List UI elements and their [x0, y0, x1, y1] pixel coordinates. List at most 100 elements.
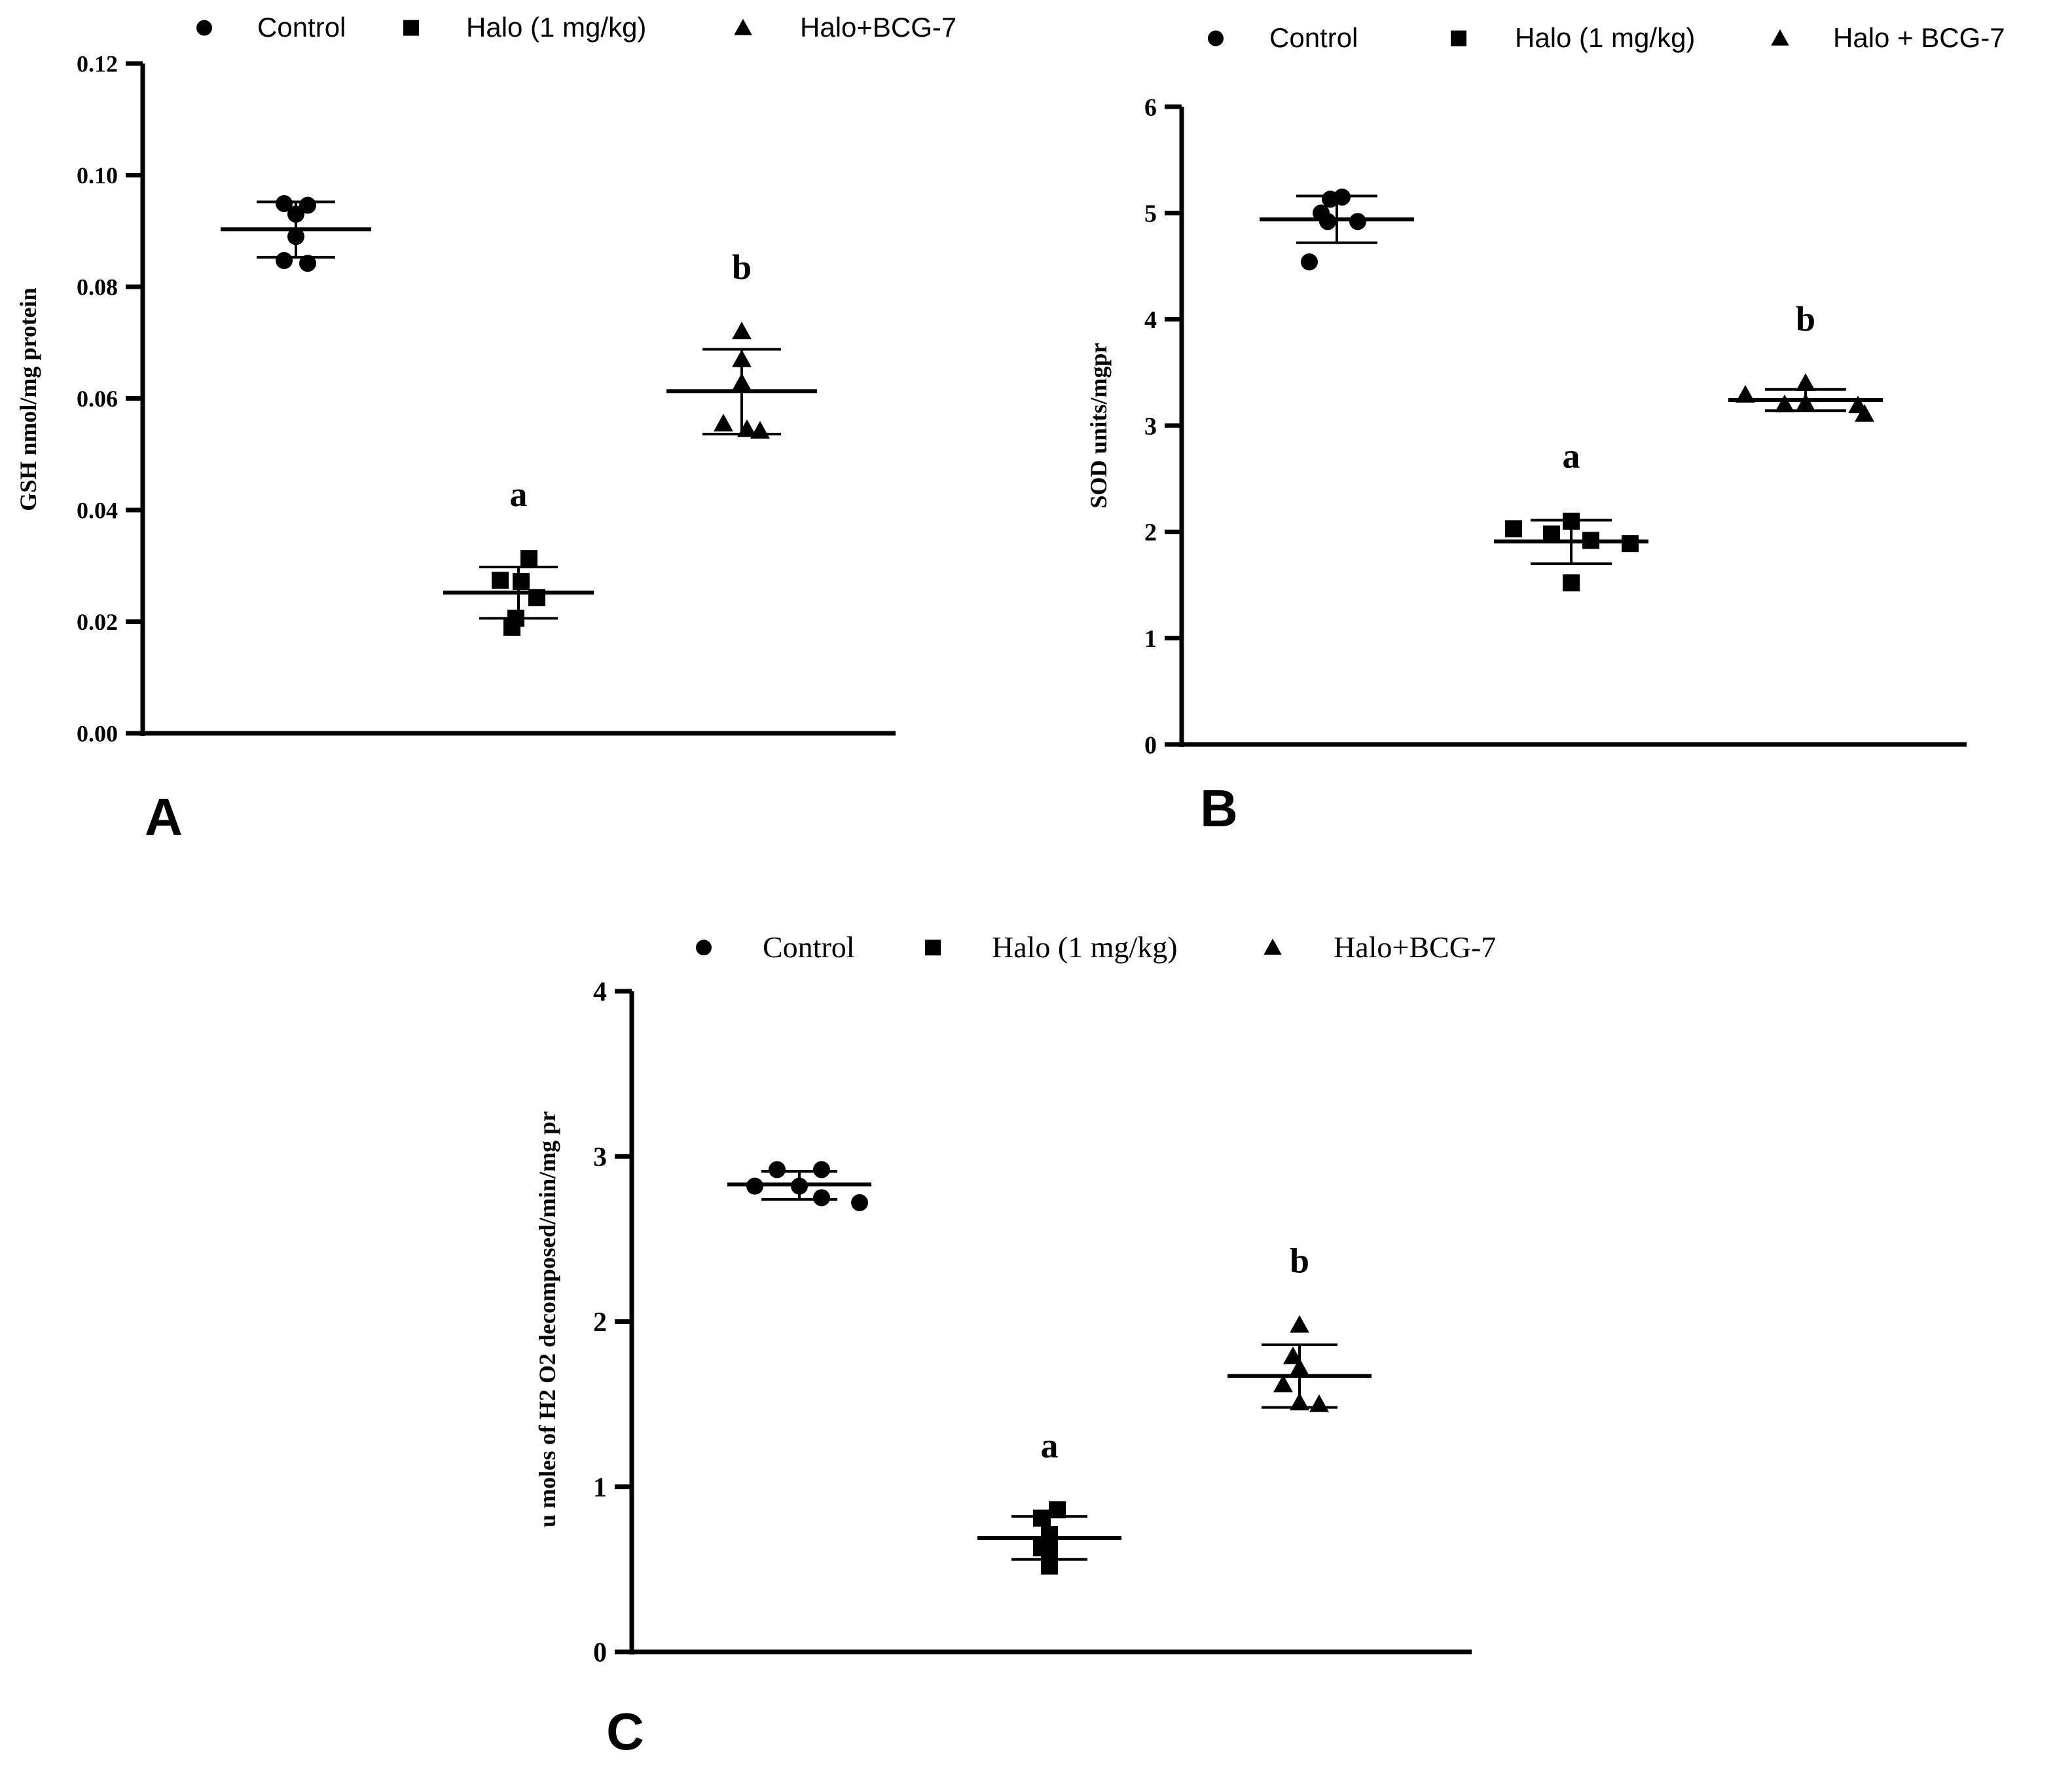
y-axis-title: SOD units/mgpr — [1085, 342, 1112, 508]
data-point — [276, 194, 293, 212]
data-point — [732, 349, 752, 367]
significance-label: b — [732, 247, 752, 287]
series-circle — [1260, 188, 1414, 271]
y-tick-label: 5 — [1144, 200, 1157, 228]
y-tick-label: 3 — [593, 1143, 607, 1173]
y-tick-label: 0.04 — [77, 498, 118, 524]
legend-marker-circle — [696, 940, 712, 956]
legend-marker-triangle — [1264, 938, 1282, 955]
y-tick-label: 0 — [593, 1638, 607, 1668]
data-point — [1290, 1358, 1309, 1376]
legend-marker-square — [925, 940, 941, 956]
data-point — [1349, 213, 1366, 230]
chart-panel-a: 0.00 0.02 0.04 0.06 0.08 0.10 0.12 GSH nmol/mg … — [15, 12, 956, 846]
series-square: a — [977, 1426, 1121, 1575]
data-point — [1309, 1394, 1329, 1412]
data-point — [1033, 1509, 1050, 1527]
data-point — [1319, 213, 1336, 230]
y-tick-label: 0.08 — [77, 274, 118, 301]
legend-label: Halo (1 mg/kg) — [466, 12, 646, 43]
data-point — [513, 573, 530, 591]
data-point — [714, 413, 733, 431]
data-point — [851, 1194, 868, 1211]
data-point — [287, 228, 304, 246]
chart-panel-c: 0 1 2 3 4 u moles of H2 O2 decomposed/min/mg … — [534, 930, 1496, 1761]
legend-marker-circle — [196, 20, 212, 36]
legend-label: Halo + BCG-7 — [1833, 22, 2005, 53]
legend-label: Halo+BCG-7 — [1334, 930, 1496, 964]
data-point — [1622, 535, 1639, 553]
data-point — [1796, 373, 1815, 392]
panel-label: B — [1200, 779, 1238, 837]
data-point — [503, 619, 520, 636]
data-point — [1301, 253, 1318, 271]
series-triangle: b — [1228, 1241, 1372, 1412]
data-point — [299, 196, 316, 214]
data-point — [1736, 384, 1755, 403]
data-point — [492, 572, 509, 589]
y-tick-label: 4 — [593, 978, 607, 1008]
data-point — [1775, 394, 1794, 412]
data-point — [750, 420, 770, 439]
data-point — [1273, 1374, 1293, 1393]
significance-label: a — [1041, 1426, 1059, 1465]
data-point — [1563, 574, 1580, 592]
panel-label: A — [145, 788, 183, 846]
data-point — [287, 206, 304, 223]
panel-label: C — [606, 1702, 644, 1761]
y-tick-label: 0.00 — [77, 721, 118, 747]
data-point — [737, 419, 757, 437]
data-point — [276, 251, 293, 269]
series-triangle: b — [666, 247, 817, 439]
y-tick-label: 0.10 — [77, 162, 118, 189]
y-tick-label: 0.06 — [77, 386, 118, 412]
y-axis-title: GSH nmol/mg protein — [15, 287, 41, 511]
legend-label: Halo+BCG-7 — [800, 12, 956, 43]
data-point — [791, 1177, 808, 1195]
y-tick-label: 1 — [1144, 625, 1157, 653]
data-point — [1796, 393, 1815, 411]
y-tick-label: 4 — [1144, 306, 1157, 334]
y-tick-label: 1 — [593, 1472, 607, 1503]
legend-marker-triangle — [734, 18, 752, 35]
significance-label: b — [1796, 299, 1815, 338]
y-tick-label: 6 — [1144, 94, 1157, 121]
data-point — [1283, 1346, 1303, 1364]
data-point — [746, 1177, 763, 1195]
data-point — [1322, 191, 1339, 208]
y-tick-label: 2 — [1144, 519, 1157, 547]
data-point — [1563, 513, 1580, 530]
data-point — [1505, 520, 1522, 538]
data-point — [1290, 1393, 1309, 1411]
legend-marker-square — [1451, 30, 1466, 46]
chart-panel-b: 0 1 2 3 4 5 6 SOD units/mgpr Control Halo (1 mg/k… — [1085, 22, 2005, 837]
data-point — [1290, 1315, 1309, 1333]
data-point — [1582, 532, 1599, 549]
legend-marker-circle — [1208, 30, 1224, 46]
legend-label: Control — [257, 12, 346, 43]
data-point — [1543, 525, 1560, 543]
data-point — [769, 1161, 786, 1179]
series-circle — [727, 1161, 871, 1211]
legend-label: Control — [1269, 22, 1358, 53]
series-square: a — [443, 475, 594, 636]
legend-label: Halo (1 mg/kg) — [992, 930, 1178, 964]
data-point — [528, 589, 545, 606]
data-point — [732, 321, 752, 340]
y-tick-label: 2 — [593, 1307, 607, 1338]
data-point — [813, 1161, 830, 1179]
data-point — [1041, 1543, 1058, 1560]
data-point — [732, 373, 752, 391]
series-circle — [221, 194, 371, 272]
legend-label: Halo (1 mg/kg) — [1515, 22, 1695, 53]
data-point — [1041, 1557, 1058, 1575]
data-point — [1049, 1501, 1066, 1519]
significance-label: a — [510, 475, 528, 514]
significance-label: a — [1563, 436, 1580, 475]
series-square: a — [1494, 436, 1648, 592]
data-point — [520, 550, 537, 568]
data-point — [1855, 404, 1874, 422]
y-tick-label: 0.12 — [77, 51, 118, 77]
series-triangle: b — [1728, 299, 1883, 422]
data-point — [813, 1189, 830, 1207]
